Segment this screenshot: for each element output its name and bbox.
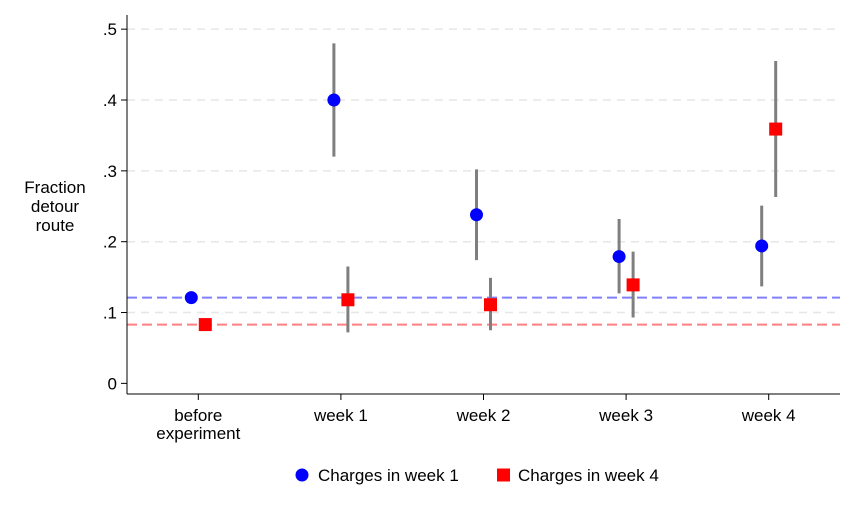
x-tick-label: experiment: [156, 424, 240, 443]
point-charges-week1: [755, 239, 769, 253]
data-points: [184, 93, 783, 332]
legend-label: Charges in week 1: [318, 466, 459, 485]
point-charges-week1: [184, 291, 198, 305]
x-tick-label: week 4: [741, 406, 796, 425]
legend-marker-square: [497, 468, 510, 482]
legend-marker-circle: [295, 468, 309, 482]
x-tick-label: week 1: [313, 406, 368, 425]
point-charges-week4: [484, 298, 497, 312]
y-tick-label: .3: [103, 162, 117, 181]
point-charges-week4: [769, 122, 783, 136]
y-tick-label: 0: [108, 374, 117, 393]
point-charges-week4: [198, 318, 212, 332]
x-tick-label: week 2: [456, 406, 511, 425]
x-tick-label: before: [174, 406, 222, 425]
y-axis-label-line: Fraction: [24, 178, 85, 197]
x-tick-label: week 3: [598, 406, 653, 425]
error-bars: [332, 43, 778, 333]
legend-label: Charges in week 4: [518, 466, 659, 485]
point-charges-week1: [612, 250, 626, 264]
y-tick-label: .4: [103, 91, 117, 110]
point-charges-week4: [341, 293, 355, 307]
legend: Charges in week 1 Charges in week 4: [295, 466, 659, 485]
axes: [126, 15, 840, 395]
y-tick-label: .1: [103, 304, 117, 323]
point-charges-week1: [470, 208, 483, 222]
grid-lines: [127, 28, 840, 314]
y-tick-label: .2: [103, 233, 117, 252]
y-tick-label: .5: [103, 20, 117, 39]
y-axis-label-line: detour: [31, 197, 80, 216]
y-axis-ticks: 0 .1 .2 .3 .4 .5: [103, 20, 127, 393]
reference-lines: [127, 296, 840, 326]
y-axis-label-line: route: [36, 216, 75, 235]
point-charges-week1: [327, 93, 341, 107]
point-charges-week4: [626, 278, 640, 292]
